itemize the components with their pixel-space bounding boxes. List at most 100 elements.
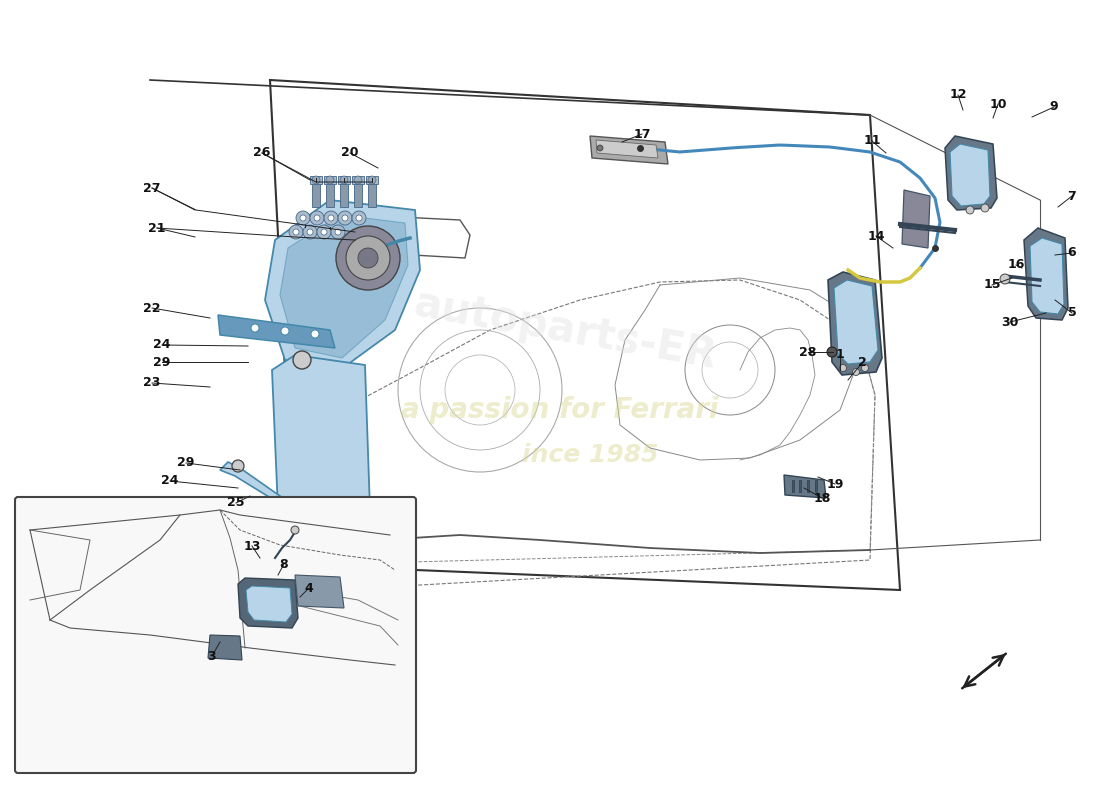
Bar bbox=[807, 480, 808, 492]
Text: autoparts-ER: autoparts-ER bbox=[410, 282, 719, 378]
Circle shape bbox=[861, 365, 869, 371]
Polygon shape bbox=[265, 200, 420, 370]
Text: 30: 30 bbox=[1001, 315, 1019, 329]
Text: 17: 17 bbox=[634, 127, 651, 141]
Bar bbox=[324, 176, 336, 184]
Text: 20: 20 bbox=[341, 146, 359, 159]
Text: a passion for Ferrari: a passion for Ferrari bbox=[402, 396, 718, 424]
Polygon shape bbox=[834, 280, 878, 364]
Circle shape bbox=[342, 215, 348, 221]
Circle shape bbox=[358, 248, 378, 268]
Polygon shape bbox=[784, 475, 826, 498]
Circle shape bbox=[307, 229, 314, 235]
Circle shape bbox=[232, 460, 244, 472]
Circle shape bbox=[336, 229, 341, 235]
Text: 15: 15 bbox=[983, 278, 1001, 291]
Circle shape bbox=[300, 215, 306, 221]
Text: 10: 10 bbox=[989, 98, 1006, 110]
Text: 29: 29 bbox=[177, 457, 195, 470]
Circle shape bbox=[293, 351, 311, 369]
Text: 4: 4 bbox=[305, 582, 314, 594]
Text: 9: 9 bbox=[1049, 101, 1058, 114]
Bar bbox=[312, 182, 320, 207]
Bar bbox=[366, 176, 378, 184]
Text: 24: 24 bbox=[162, 474, 178, 487]
Polygon shape bbox=[902, 190, 930, 248]
Text: 2: 2 bbox=[858, 357, 867, 370]
Circle shape bbox=[326, 176, 334, 184]
Polygon shape bbox=[218, 315, 336, 348]
Bar bbox=[792, 480, 794, 492]
Circle shape bbox=[352, 211, 366, 225]
Bar bbox=[338, 176, 350, 184]
FancyBboxPatch shape bbox=[15, 497, 416, 773]
Text: 6: 6 bbox=[1068, 246, 1076, 259]
Text: 18: 18 bbox=[813, 491, 830, 505]
Circle shape bbox=[314, 215, 320, 221]
Text: 21: 21 bbox=[148, 222, 166, 234]
Circle shape bbox=[310, 211, 324, 225]
Bar bbox=[326, 182, 334, 207]
Text: 12: 12 bbox=[949, 89, 967, 102]
Circle shape bbox=[346, 236, 390, 280]
Text: 8: 8 bbox=[279, 558, 288, 570]
Polygon shape bbox=[246, 586, 292, 622]
Text: 27: 27 bbox=[143, 182, 161, 194]
Text: 29: 29 bbox=[153, 355, 170, 369]
Circle shape bbox=[293, 229, 299, 235]
Circle shape bbox=[324, 211, 338, 225]
Text: 28: 28 bbox=[800, 346, 816, 358]
Circle shape bbox=[839, 365, 847, 371]
Circle shape bbox=[340, 176, 348, 184]
Circle shape bbox=[597, 145, 603, 151]
Polygon shape bbox=[596, 140, 658, 158]
Circle shape bbox=[251, 324, 258, 332]
Polygon shape bbox=[208, 635, 242, 660]
Text: 23: 23 bbox=[143, 377, 161, 390]
Bar bbox=[310, 176, 322, 184]
Circle shape bbox=[331, 225, 345, 239]
Circle shape bbox=[286, 517, 296, 527]
Polygon shape bbox=[272, 355, 370, 530]
Text: 1: 1 bbox=[836, 349, 845, 362]
Circle shape bbox=[328, 215, 334, 221]
Polygon shape bbox=[1024, 228, 1068, 320]
Polygon shape bbox=[1030, 238, 1064, 314]
Text: 14: 14 bbox=[867, 230, 884, 242]
Circle shape bbox=[852, 369, 859, 375]
Circle shape bbox=[966, 206, 974, 214]
Circle shape bbox=[338, 211, 352, 225]
Text: ince 1985: ince 1985 bbox=[521, 443, 658, 467]
Circle shape bbox=[292, 526, 299, 534]
Text: 25: 25 bbox=[228, 497, 244, 510]
Circle shape bbox=[311, 330, 319, 338]
Circle shape bbox=[285, 500, 301, 516]
Circle shape bbox=[317, 225, 331, 239]
Circle shape bbox=[1000, 274, 1010, 284]
Polygon shape bbox=[945, 136, 997, 210]
Circle shape bbox=[356, 215, 362, 221]
Text: 11: 11 bbox=[864, 134, 881, 147]
Circle shape bbox=[354, 176, 362, 184]
Polygon shape bbox=[828, 272, 882, 375]
Text: 16: 16 bbox=[1008, 258, 1025, 271]
Circle shape bbox=[280, 327, 289, 335]
Circle shape bbox=[336, 226, 400, 290]
Polygon shape bbox=[220, 462, 300, 510]
Text: 13: 13 bbox=[243, 539, 261, 553]
Bar bbox=[354, 182, 362, 207]
Text: 3: 3 bbox=[208, 650, 217, 662]
Polygon shape bbox=[950, 144, 990, 206]
Bar bbox=[815, 480, 817, 492]
Polygon shape bbox=[590, 136, 668, 164]
Text: 7: 7 bbox=[1068, 190, 1077, 202]
Polygon shape bbox=[295, 575, 344, 608]
Text: 19: 19 bbox=[826, 478, 844, 490]
Text: 5: 5 bbox=[1068, 306, 1077, 319]
Polygon shape bbox=[280, 215, 408, 358]
Circle shape bbox=[827, 347, 837, 357]
Circle shape bbox=[321, 229, 327, 235]
Text: 24: 24 bbox=[153, 338, 170, 351]
Circle shape bbox=[296, 211, 310, 225]
Text: 22: 22 bbox=[143, 302, 161, 314]
